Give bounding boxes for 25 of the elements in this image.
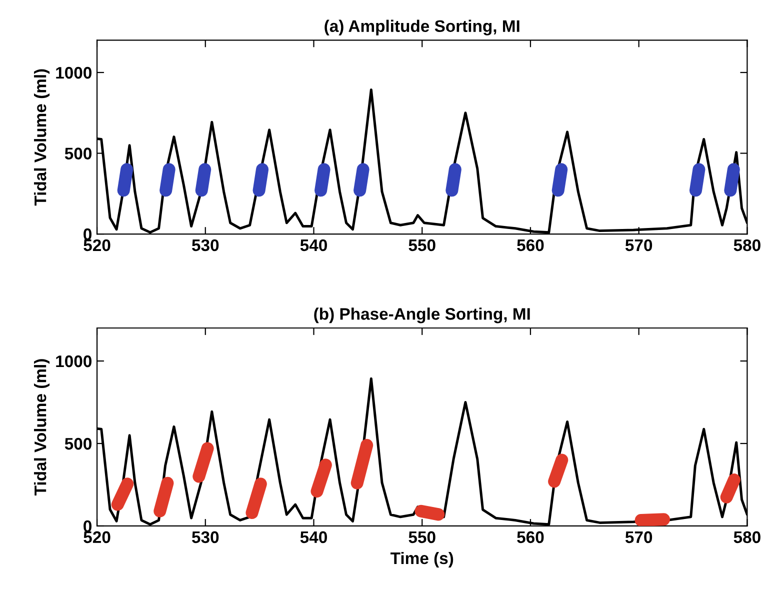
x-tick-label: 560 xyxy=(517,239,544,252)
x-tick-label: 540 xyxy=(300,531,327,544)
y-tick-label: 1000 xyxy=(56,355,92,368)
x-tick-label: 520 xyxy=(84,239,110,252)
chart-title: (b) Phase-Angle Sorting, MI xyxy=(314,308,530,324)
x-axis-title: Time (s) xyxy=(390,552,454,568)
y-tick-label: 500 xyxy=(64,148,92,160)
y-axis-title: Tidal Volume (ml) xyxy=(34,359,50,496)
y-tick-label: 500 xyxy=(64,438,92,450)
y-tick-label: 0 xyxy=(84,228,92,240)
y-axis-title: Tidal Volume (ml) xyxy=(34,69,50,206)
x-tick-label: 580 xyxy=(734,239,760,252)
y-tick-label: 1000 xyxy=(56,66,92,79)
x-tick-label: 560 xyxy=(517,531,544,544)
x-tick-label: 580 xyxy=(734,531,760,544)
x-tick-label: 540 xyxy=(300,239,327,252)
x-tick-label: 530 xyxy=(192,239,219,252)
x-tick-label: 530 xyxy=(192,531,219,544)
x-tick-label: 570 xyxy=(625,239,652,252)
x-tick-label: 570 xyxy=(625,531,652,544)
x-tick-label: 520 xyxy=(84,531,110,544)
chart-title: (a) Amplitude Sorting, MI xyxy=(324,20,520,36)
y-tick-label: 0 xyxy=(84,520,92,532)
x-tick-label: 550 xyxy=(408,239,436,252)
x-tick-label: 550 xyxy=(408,531,436,544)
